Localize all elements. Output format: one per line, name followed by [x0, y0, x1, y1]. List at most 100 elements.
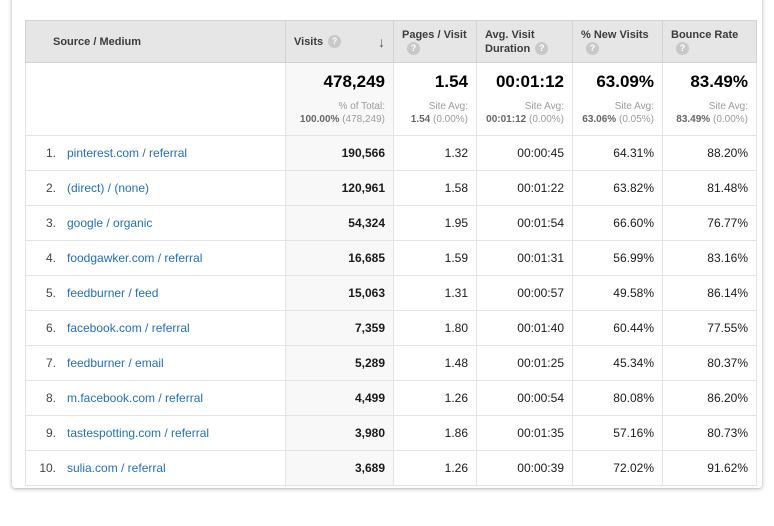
summary-sub-paren: (0.05%)	[618, 114, 654, 125]
avg-duration-cell: 00:00:45	[476, 135, 573, 171]
source-medium-link[interactable]: tastespotting.com / referral	[67, 426, 210, 440]
row-rank: 9.	[45, 426, 56, 440]
summary-pages-per-visit-cell: 1.54 Site Avg: 1.54 (0.00%)	[393, 62, 477, 136]
pages-per-visit-cell: 1.58	[393, 170, 477, 206]
pct-new-visits-cell: 80.08%	[572, 380, 663, 416]
pages-per-visit-cell: 1.48	[393, 345, 477, 381]
summary-sub-value: 1.54	[410, 114, 431, 125]
pct-new-visits-cell: 66.60%	[572, 205, 663, 241]
visits-cell: 3,980	[285, 415, 394, 451]
avg-duration-cell: 00:00:39	[476, 450, 573, 486]
visits-cell: 54,324	[285, 205, 394, 241]
row-rank: 7.	[45, 356, 56, 370]
bounce-rate-cell: 86.20%	[662, 380, 757, 416]
source-medium-table: Source / Medium Visits ? ↓ Pages / Visit…	[25, 20, 757, 486]
summary-pct-new-visits-cell: 63.09% Site Avg: 63.06% (0.05%)	[572, 62, 663, 136]
table-row: 9. tastespotting.com / referral 3,980 1.8…	[25, 415, 757, 451]
visits-cell: 15,063	[285, 275, 394, 311]
column-header-label: Pages / Visit	[402, 28, 467, 41]
pages-per-visit-cell: 1.59	[393, 240, 477, 276]
summary-row: 478,249 % of Total: 100.00% (478,249) 1.…	[25, 62, 757, 136]
pages-per-visit-cell: 1.95	[393, 205, 477, 241]
visits-value: 190,566	[341, 146, 385, 160]
pages-per-visit-cell: 1.31	[393, 275, 477, 311]
avg-duration-cell: 00:01:22	[476, 170, 573, 206]
source-medium-link[interactable]: facebook.com / referral	[67, 321, 190, 335]
row-rank: 4.	[45, 251, 56, 265]
summary-sub-line: 1.54 (0.00%)	[402, 113, 468, 126]
help-icon[interactable]: ?	[676, 41, 689, 55]
row-rank: 8.	[45, 391, 56, 405]
summary-source-cell	[25, 62, 286, 136]
summary-sub-paren: (0.00%)	[432, 114, 468, 125]
source-cell: 5. feedburner / feed	[25, 275, 286, 311]
summary-section: 478,249 % of Total: 100.00% (478,249) 1.…	[25, 62, 757, 136]
summary-sub-paren: (0.00%)	[528, 114, 564, 125]
column-header-label: % New Visits	[581, 28, 649, 41]
help-icon[interactable]: ?	[535, 41, 549, 55]
source-cell: 2. (direct) / (none)	[25, 170, 286, 206]
help-icon[interactable]: ?	[586, 41, 599, 55]
column-header-label: Avg. Visit Duration	[485, 28, 535, 55]
row-rank: 2.	[45, 181, 56, 195]
source-medium-link[interactable]: (direct) / (none)	[67, 181, 150, 195]
visits-value: 120,961	[341, 181, 385, 195]
summary-pages-per-visit: 1.54	[434, 72, 468, 91]
visits-value: 3,689	[354, 461, 385, 475]
visits-value: 4,499	[354, 391, 385, 405]
source-cell: 4. foodgawker.com / referral	[25, 240, 286, 276]
pages-per-visit-cell: 1.32	[393, 135, 477, 171]
column-header-pct-new-visits[interactable]: % New Visits?	[572, 20, 663, 63]
visits-value: 16,685	[348, 251, 385, 265]
row-rank: 6.	[45, 321, 56, 335]
visits-value: 7,359	[354, 321, 385, 335]
column-header-label: Source / Medium	[53, 35, 142, 48]
summary-sub-paren: (0.00%)	[712, 114, 748, 125]
source-medium-link[interactable]: google / organic	[67, 216, 153, 230]
summary-sub-value: 83.49%	[676, 114, 711, 125]
source-medium-link[interactable]: pinterest.com / referral	[67, 146, 188, 160]
bounce-rate-cell: 86.14%	[662, 275, 757, 311]
visits-cell: 4,499	[285, 380, 394, 416]
source-cell: 9. tastespotting.com / referral	[25, 415, 286, 451]
help-icon[interactable]: ?	[328, 35, 342, 48]
pct-new-visits-cell: 49.58%	[572, 275, 663, 311]
table-row: 1. pinterest.com / referral 190,566 1.32 …	[25, 135, 757, 171]
column-header-pages-per-visit[interactable]: Pages / Visit?	[393, 20, 477, 63]
source-cell: 10. sulia.com / referral	[25, 450, 286, 486]
column-header-source-medium[interactable]: Source / Medium	[25, 20, 286, 63]
summary-sub-label: % of Total:	[338, 101, 385, 112]
table-row: 2. (direct) / (none) 120,961 1.58 00:01:2…	[25, 170, 757, 206]
column-header-visits[interactable]: Visits ? ↓	[285, 20, 394, 63]
visits-value: 5,289	[354, 356, 385, 370]
avg-duration-cell: 00:01:35	[476, 415, 573, 451]
source-medium-link[interactable]: m.facebook.com / referral	[67, 391, 204, 405]
summary-bounce-rate: 83.49%	[690, 72, 748, 91]
row-rank: 5.	[45, 286, 56, 300]
source-medium-link[interactable]: feedburner / email	[67, 356, 164, 370]
bounce-rate-cell: 80.73%	[662, 415, 757, 451]
source-medium-link[interactable]: foodgawker.com / referral	[67, 251, 203, 265]
help-icon[interactable]: ?	[407, 41, 420, 55]
summary-sub-line: 83.49% (0.00%)	[671, 113, 748, 126]
column-header-avg-visit-duration[interactable]: Avg. Visit Duration?	[476, 20, 573, 63]
summary-sub-line: 63.06% (0.05%)	[581, 113, 654, 126]
source-medium-link[interactable]: sulia.com / referral	[67, 461, 166, 475]
column-header-label: Bounce Rate	[671, 28, 739, 41]
summary-total-visits: 478,249	[323, 72, 385, 91]
summary-sub-label: Site Avg:	[428, 101, 468, 112]
source-medium-link[interactable]: feedburner / feed	[67, 286, 159, 300]
bounce-rate-cell: 91.62%	[662, 450, 757, 486]
table-body: 1. pinterest.com / referral 190,566 1.32 …	[25, 135, 757, 486]
summary-sub-label: Site Avg:	[708, 101, 748, 112]
pages-per-visit-cell: 1.80	[393, 310, 477, 346]
table-row: 7. feedburner / email 5,289 1.48 00:01:25…	[25, 345, 757, 381]
table-header: Source / Medium Visits ? ↓ Pages / Visit…	[25, 20, 757, 63]
sort-descending-icon[interactable]: ↓	[378, 33, 385, 50]
bounce-rate-cell: 83.16%	[662, 240, 757, 276]
visits-value: 3,980	[354, 426, 385, 440]
column-header-bounce-rate[interactable]: Bounce Rate?	[662, 20, 757, 63]
visits-cell: 7,359	[285, 310, 394, 346]
summary-avg-duration-cell: 00:01:12 Site Avg: 00:01:12 (0.00%)	[476, 62, 573, 136]
